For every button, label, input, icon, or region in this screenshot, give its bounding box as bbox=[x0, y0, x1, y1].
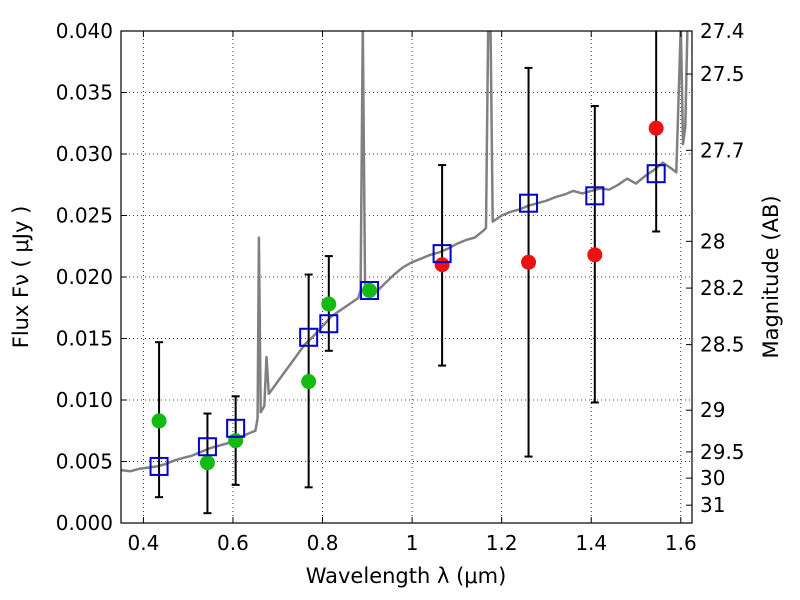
green-data-point bbox=[321, 296, 337, 312]
model-square-point bbox=[319, 314, 339, 334]
y2-tick-label: 28 bbox=[700, 229, 725, 253]
y-axis-label: Flux Fν ( μJy ) bbox=[9, 206, 33, 349]
points-layer bbox=[149, 31, 666, 515]
y2-tick-label: 29 bbox=[700, 398, 725, 422]
green-data-point bbox=[228, 433, 244, 449]
green-data-point bbox=[362, 283, 378, 299]
x-tick-label: 1.4 bbox=[575, 531, 607, 555]
model-square-point bbox=[299, 327, 319, 347]
y-tick-label: 0.005 bbox=[56, 450, 113, 474]
model-square-point bbox=[197, 437, 217, 457]
green-data-point bbox=[151, 413, 167, 429]
y2-axis-label: Magnitude (AB) bbox=[759, 195, 783, 358]
x-tick-label: 1.6 bbox=[665, 531, 697, 555]
x-tick-label: 0.6 bbox=[217, 531, 249, 555]
y2-tick-label: 27.4 bbox=[700, 19, 745, 43]
x-tick-label: 0.8 bbox=[307, 531, 339, 555]
model-square-point bbox=[646, 164, 666, 184]
ticks: 0.4 0.6 0.8 1 1.2 1.4 1.6 0.000 0.005 0.010 0.015 0… bbox=[56, 19, 745, 555]
red-data-point bbox=[648, 120, 664, 136]
y-tick-label: 0.030 bbox=[56, 142, 113, 166]
x-tick-label: 1.2 bbox=[486, 531, 518, 555]
y2-tick-label: 29.5 bbox=[700, 440, 745, 464]
red-data-point bbox=[521, 254, 537, 270]
y-tick-label: 0.025 bbox=[56, 204, 113, 228]
y-tick-label: 0.040 bbox=[56, 19, 113, 43]
model-square-point bbox=[519, 193, 539, 213]
x-axis-label: Wavelength λ (μm) bbox=[306, 564, 507, 588]
green-data-point bbox=[301, 374, 317, 390]
y-tick-label: 0.010 bbox=[56, 388, 113, 412]
y2-tick-label: 28.5 bbox=[700, 333, 745, 357]
y2-tick-label: 30 bbox=[700, 466, 725, 490]
y-tick-label: 0.000 bbox=[56, 511, 113, 535]
model-square-point bbox=[226, 418, 246, 438]
model-square-point bbox=[149, 456, 169, 476]
x-tick-label: 1 bbox=[406, 531, 419, 555]
y2-tick-label: 28.2 bbox=[700, 276, 745, 300]
y-tick-label: 0.020 bbox=[56, 265, 113, 289]
y2-tick-label: 31 bbox=[700, 493, 725, 517]
y-tick-label: 0.015 bbox=[56, 327, 113, 351]
y-tick-label: 0.035 bbox=[56, 81, 113, 105]
red-data-point bbox=[587, 247, 603, 263]
green-data-point bbox=[199, 455, 215, 471]
model-square-point bbox=[360, 281, 380, 301]
y2-tick-label: 27.5 bbox=[700, 62, 745, 86]
x-tick-label: 0.4 bbox=[127, 531, 159, 555]
model-square-point bbox=[432, 244, 452, 264]
y2-tick-label: 27.7 bbox=[700, 138, 745, 162]
red-data-point bbox=[434, 257, 450, 273]
model-square-point bbox=[585, 186, 605, 206]
